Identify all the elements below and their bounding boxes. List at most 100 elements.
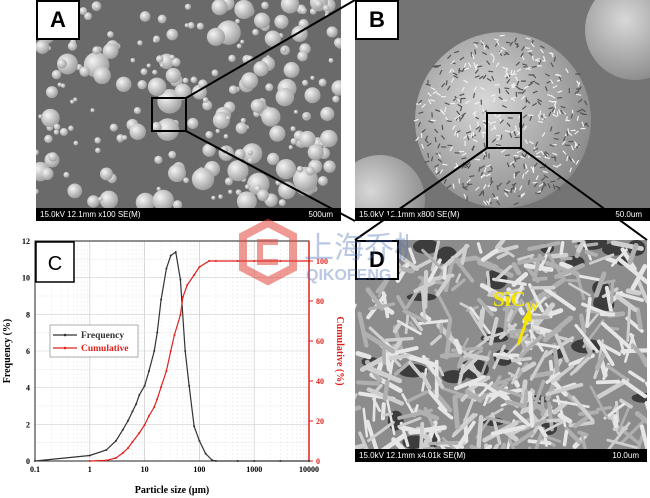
sic-whisker [627, 243, 639, 265]
whisker-texture [470, 52, 473, 58]
sic-whisker [477, 297, 495, 317]
powder-particle [198, 79, 208, 89]
sic-whisker [493, 385, 523, 398]
y-tick-label: 0 [26, 457, 30, 466]
whisker-texture [439, 109, 444, 114]
powder-particle [240, 39, 245, 44]
whisker-texture [521, 55, 525, 61]
powder-particle [171, 57, 181, 67]
data-point [188, 384, 191, 387]
powder-particle [57, 58, 67, 69]
sic-whisker [628, 370, 646, 383]
data-point [131, 410, 134, 413]
sic-whisker [498, 246, 515, 258]
sic-whisker [622, 430, 641, 446]
sic-whisker [459, 355, 480, 376]
whisker-texture [520, 52, 524, 58]
powder-particle [205, 130, 213, 139]
whisker-texture [550, 180, 556, 183]
sic-whisker [518, 334, 544, 358]
whisker-texture [548, 106, 554, 110]
data-point [253, 460, 256, 462]
sic-whisker [483, 394, 490, 407]
whisker-texture [463, 62, 467, 68]
powder-particle [250, 98, 265, 113]
sic-whisker [589, 385, 609, 419]
sic-whisker [412, 407, 440, 421]
whisker-texture [522, 63, 528, 66]
sic-whisker [483, 331, 506, 340]
powder-particle [60, 83, 66, 88]
sic-whisker [413, 280, 436, 294]
whisker-texture [482, 120, 488, 122]
powder-particle [218, 194, 223, 199]
sic-whisker [365, 287, 385, 311]
y-tick-label: 12 [22, 237, 30, 246]
x-tick-label: 1000 [246, 465, 262, 474]
whisker-texture [471, 54, 475, 60]
whisker-texture [472, 92, 476, 99]
whisker-texture [495, 62, 500, 68]
powder-particle [275, 159, 297, 180]
whisker-texture [521, 46, 525, 51]
sic-whisker [442, 265, 447, 280]
y2-tick-label: 40 [316, 377, 324, 386]
whisker-texture [532, 90, 538, 94]
whisker-texture [544, 86, 548, 92]
sic-whisker [531, 379, 546, 411]
data-point [169, 350, 172, 352]
whisker-texture [463, 134, 468, 140]
powder-particle [187, 117, 199, 129]
sic-whisker [523, 389, 529, 407]
data-point [253, 260, 256, 262]
sic-whisker [607, 421, 631, 449]
sem-info-d: 15.0kV 12.1mm x4.01k SE(M) [359, 451, 466, 460]
whisker-texture [509, 41, 514, 47]
whisker-texture [496, 40, 500, 46]
powder-particle [247, 149, 253, 156]
sic-whisker [586, 311, 600, 328]
powder-particle [51, 69, 62, 80]
whisker-texture [433, 65, 439, 69]
sic-whisker [604, 256, 618, 264]
sic-whisker [380, 433, 406, 449]
whisker-texture [576, 109, 582, 113]
powder-particle [36, 188, 39, 195]
powder-particle [172, 200, 183, 208]
sic-whisker [621, 378, 647, 399]
powder-particle [253, 61, 269, 77]
data-point [153, 350, 156, 352]
whisker-texture [436, 92, 442, 96]
sic-whisker [554, 332, 570, 363]
whisker-texture [534, 57, 540, 61]
sic-whisker [391, 437, 406, 449]
whisker-texture [502, 66, 508, 70]
sic-whisker [502, 302, 525, 312]
sic-whisker [630, 343, 647, 365]
powder-particle [328, 58, 334, 63]
powder-particle [152, 189, 174, 208]
sic-whisker [420, 372, 432, 391]
whisker-texture [459, 106, 463, 112]
sic-whisker [562, 429, 569, 447]
sic-whisker [559, 240, 565, 255]
powder-particle [221, 146, 229, 154]
sic-whisker [596, 339, 615, 367]
legend-box [49, 324, 139, 358]
sic-whisker [451, 278, 466, 292]
whisker-texture [549, 126, 553, 132]
whisker-texture [528, 140, 534, 145]
powder-particle [314, 0, 323, 9]
sic-whisker [435, 275, 451, 297]
sic-whisker [362, 407, 369, 438]
powder-particle [169, 54, 175, 61]
sic-whisker [496, 355, 510, 361]
sic-whisker [484, 374, 520, 390]
data-point [131, 441, 134, 443]
powder-particle [307, 144, 324, 161]
y-axis-label: Frequency (%) [2, 319, 13, 384]
powder-particle [53, 123, 61, 131]
data-point [165, 267, 168, 270]
whisker-texture [445, 80, 448, 86]
powder-particle [140, 68, 148, 76]
